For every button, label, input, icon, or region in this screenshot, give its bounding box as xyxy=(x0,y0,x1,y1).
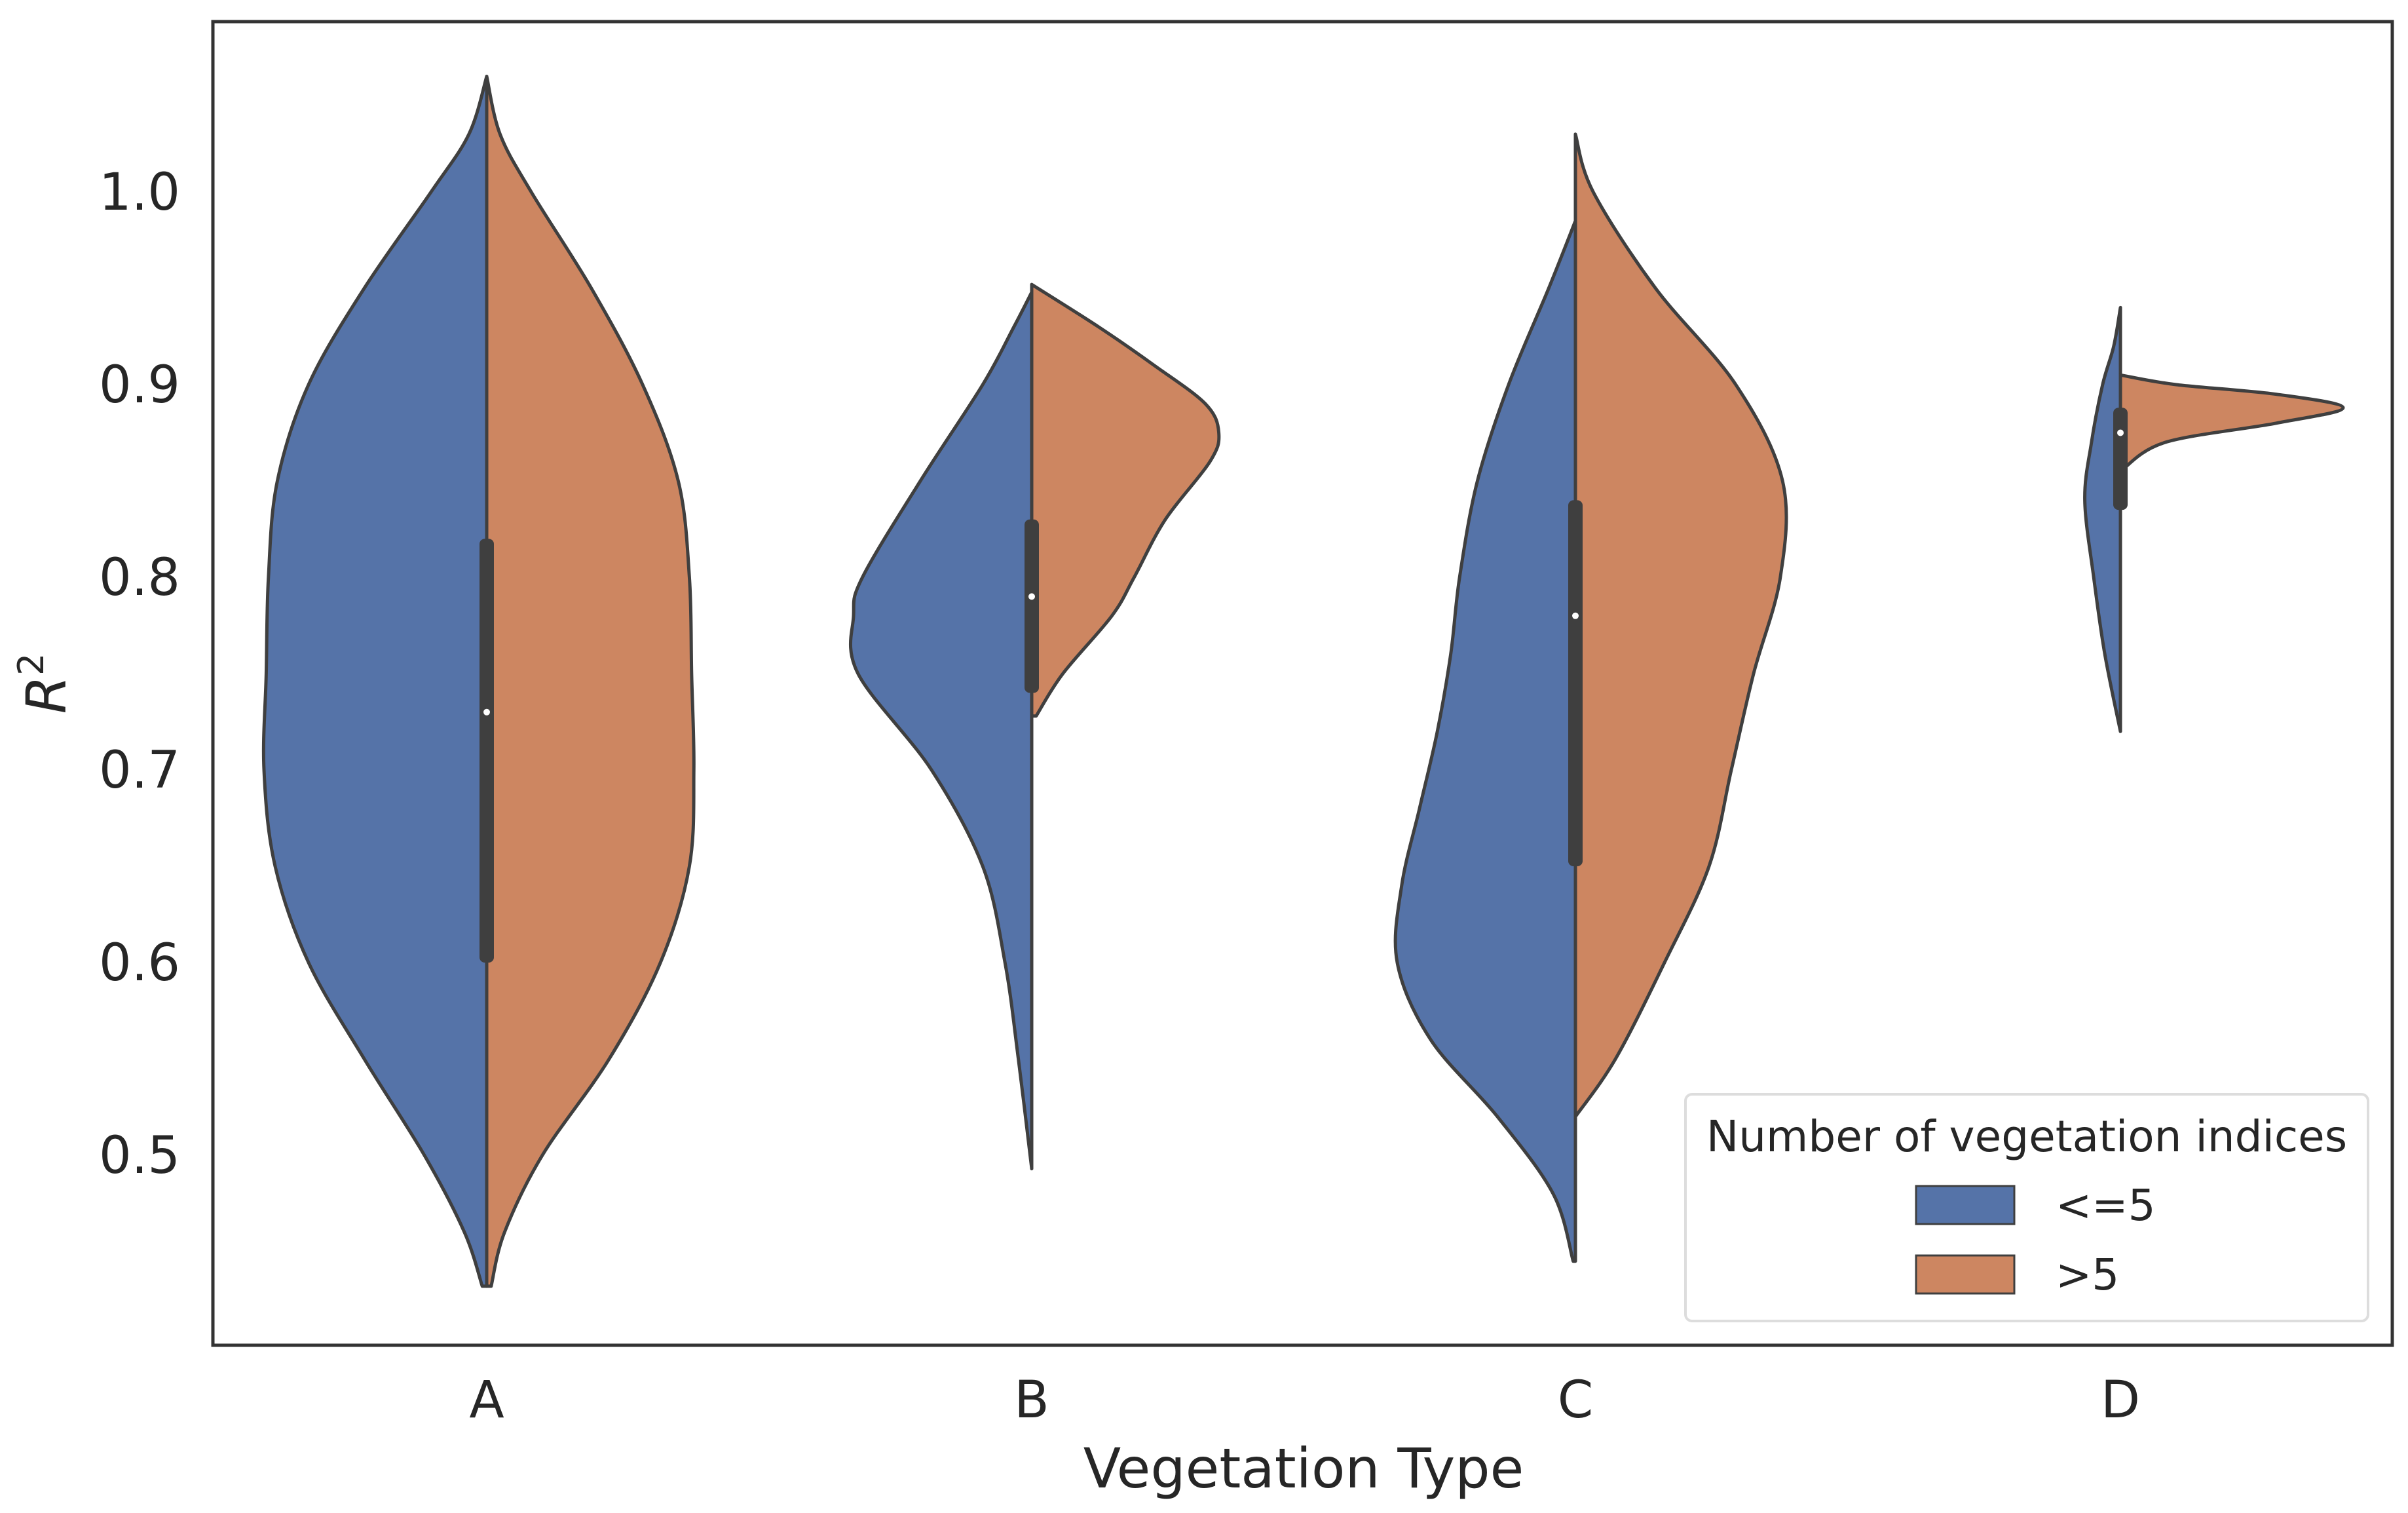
box-a xyxy=(480,539,494,963)
y-tick-label: 1.0 xyxy=(99,163,180,222)
y-tick-labels: 0.5 0.6 0.7 0.8 0.9 1.0 xyxy=(99,163,180,1185)
legend-swatch-gt5 xyxy=(1915,1254,2016,1295)
y-axis-title-base: R xyxy=(14,676,79,714)
legend: Number of vegetation indices <=5 >5 xyxy=(1684,1093,2369,1322)
violin-b-left xyxy=(849,290,1034,1171)
x-axis-title: Vegetation Type xyxy=(1083,1436,1524,1501)
x-tick-label: A xyxy=(469,1371,504,1430)
violin-c-right xyxy=(1573,132,1788,1119)
box-d xyxy=(2113,408,2128,510)
violin-d-left xyxy=(2083,305,2122,733)
x-tick-labels: A B C D xyxy=(469,1371,2140,1430)
median-c xyxy=(1572,612,1579,619)
median-d xyxy=(2117,429,2124,436)
box-b xyxy=(1025,519,1039,693)
y-axis-title: R2 xyxy=(10,653,79,714)
y-tick-label: 0.7 xyxy=(99,741,180,800)
x-tick-label: C xyxy=(1558,1371,1593,1430)
legend-swatch-le5 xyxy=(1915,1185,2016,1225)
plot-frame xyxy=(211,20,2394,1347)
median-a xyxy=(483,708,490,716)
x-tick-label: B xyxy=(1014,1371,1049,1430)
legend-title: Number of vegetation indices xyxy=(1706,1111,2347,1162)
violin-a-left xyxy=(261,75,489,1288)
boxes-layer xyxy=(480,408,2128,963)
violin-a-right xyxy=(485,75,696,1288)
violin-c-left xyxy=(1393,219,1577,1263)
y-tick-label: 0.5 xyxy=(99,1126,180,1185)
y-axis-title-superscript: 2 xyxy=(10,653,52,676)
y-tick-label: 0.6 xyxy=(99,934,180,993)
legend-label-gt5: >5 xyxy=(2056,1250,2119,1300)
violin-d-right xyxy=(2118,373,2345,473)
violins-layer xyxy=(261,75,2345,1288)
x-tick-label: D xyxy=(2101,1371,2140,1430)
median-b xyxy=(1028,593,1035,600)
legend-box xyxy=(1684,1093,2369,1322)
y-tick-label: 0.8 xyxy=(99,548,180,607)
y-tick-label: 0.9 xyxy=(99,356,180,415)
box-c xyxy=(1568,500,1583,866)
violin-b-right xyxy=(1030,282,1221,718)
legend-label-le5: <=5 xyxy=(2056,1180,2156,1231)
